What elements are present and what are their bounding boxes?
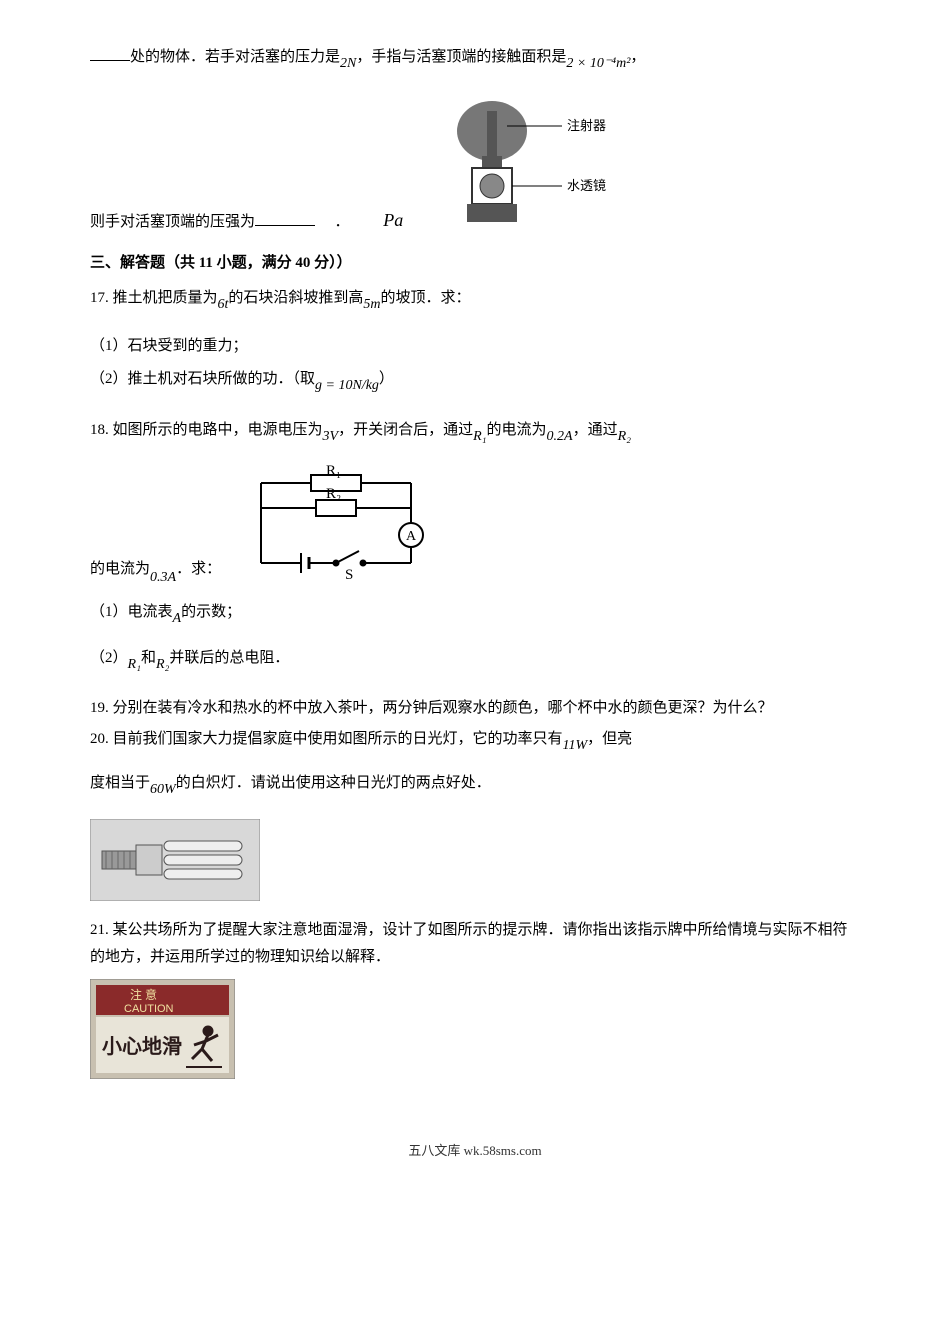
q18-sub2-r2: R₂ [156, 657, 169, 672]
q20-stem-d: 的白炽灯．请说出使用这种日光灯的两点好处． [176, 775, 491, 791]
q16-val-2n: 2N [340, 56, 356, 71]
q20-stem-c: 度相当于 [90, 775, 150, 791]
q17-g: g = 10N/kg [315, 378, 379, 393]
caution-top-text: 注 意 [130, 987, 157, 1002]
q20-60w: 60W [150, 782, 176, 797]
blank-field [90, 45, 130, 61]
q17-sub2-a: （2）推土机对石块所做的功．（取 [90, 371, 315, 387]
q18-r1: R₁ [473, 429, 486, 444]
q18-stem-e: 的电流为 [90, 561, 150, 577]
q16-val-area: 2 × 10⁻⁴m² [566, 56, 630, 71]
q18-stem-a: 18. 如图所示的电路中，电源电压为 [90, 422, 323, 438]
q17-stem-a: 17. 推土机把质量为 [90, 290, 218, 306]
caution-en-text: CAUTION [124, 1003, 174, 1015]
q17-5m: 5m [363, 297, 380, 312]
q18-r2: R₂ [618, 429, 631, 444]
q18-02a: 0.2A [547, 429, 573, 444]
q16-text-a-rest: 处的物体．若手对活塞的压力是 [130, 49, 340, 65]
q17-6t: 6t [218, 297, 229, 312]
circuit-ammeter-label: A [406, 529, 417, 544]
caution-sign-figure: 注 意 CAUTION 小心地滑 [90, 979, 860, 1079]
q18-sub2-r1: R₁ [128, 657, 141, 672]
q18-stem-c: 的电流为 [487, 422, 547, 438]
pa-label: Pa [383, 210, 403, 230]
q20-stem-b: ，但亮 [587, 731, 632, 747]
q16-text-b: ，手指与活塞顶端的接触面积是 [356, 49, 566, 65]
q19-text: 19. 分别在装有冷水和热水的杯中放入茶叶，两分钟后观察水的颜色，哪个杯中水的颜… [90, 695, 860, 722]
label-injector: 注射器 [567, 118, 606, 133]
caution-bottom-text: 小心地滑 [102, 1035, 182, 1058]
q18-stem-d: ，通过 [573, 422, 618, 438]
q20-stem-a: 20. 目前我们国家大力提倡家庭中使用如图所示的日光灯，它的功率只有 [90, 731, 563, 747]
q18: 18. 如图所示的电路中，电源电压为3V，开关闭合后，通过R₁的电流为0.2A，… [90, 417, 860, 678]
q18-03a: 0.3A [150, 570, 176, 585]
q20: 20. 目前我们国家大力提倡家庭中使用如图所示的日光灯，它的功率只有11W，但亮… [90, 726, 860, 900]
q18-A: A [173, 611, 182, 626]
q18-sub2-a: （2） [90, 650, 128, 666]
syringe-lens-figure: 注射器 水透镜 [427, 86, 627, 236]
q18-sub2-b: 并联后的总电阻． [169, 650, 289, 666]
q18-sub1-b: 的示数； [181, 604, 241, 620]
q16-fragment: 处的物体．若手对活塞的压力是2N，手指与活塞顶端的接触面积是2 × 10⁻⁴m²… [90, 44, 860, 236]
circuit-r1-label: R₁ [326, 463, 341, 479]
q18-stem-f: ．求： [176, 561, 221, 577]
q20-11w: 11W [563, 738, 588, 753]
q16-period: ． [335, 214, 350, 230]
circuit-r2-label: R₂ [326, 486, 341, 502]
q17: 17. 推土机把质量为6t的石块沿斜坡推到高5m的坡顶．求： （1）石块受到的重… [90, 285, 860, 398]
section3-header: 三、解答题（共 11 小题，满分 40 分）） [90, 250, 860, 277]
q21-text: 21. 某公共场所为了提醒大家注意地面湿滑，设计了如图所示的提示牌．请你指出该指… [90, 917, 860, 971]
page-footer: 五八文库 wk.58sms.com [90, 1139, 860, 1162]
q18-circuit-diagram: R₁ R₂ A S [241, 463, 431, 583]
label-lens: 水透镜 [567, 178, 606, 193]
circuit-switch-label: S [345, 567, 353, 583]
q18-stem-b: ，开关闭合后，通过 [338, 422, 473, 438]
q17-stem-b: 的石块沿斜坡推到高 [228, 290, 363, 306]
q18-sub1-a: （1）电流表 [90, 604, 173, 620]
q17-sub2-b: ） [379, 371, 394, 387]
q18-sub2-and: 和 [141, 650, 156, 666]
q17-sub1: （1）石块受到的重力； [90, 333, 860, 360]
cfl-lamp-figure [90, 819, 860, 901]
q16-text-c: ， [630, 49, 645, 65]
q18-3v: 3V [323, 429, 339, 444]
q21: 21. 某公共场所为了提醒大家注意地面湿滑，设计了如图所示的提示牌．请你指出该指… [90, 917, 860, 1079]
q17-stem-c: 的坡顶．求： [381, 290, 471, 306]
q16-text-d: 则手对活塞顶端的压强为 [90, 214, 255, 230]
blank-answer [255, 210, 315, 226]
